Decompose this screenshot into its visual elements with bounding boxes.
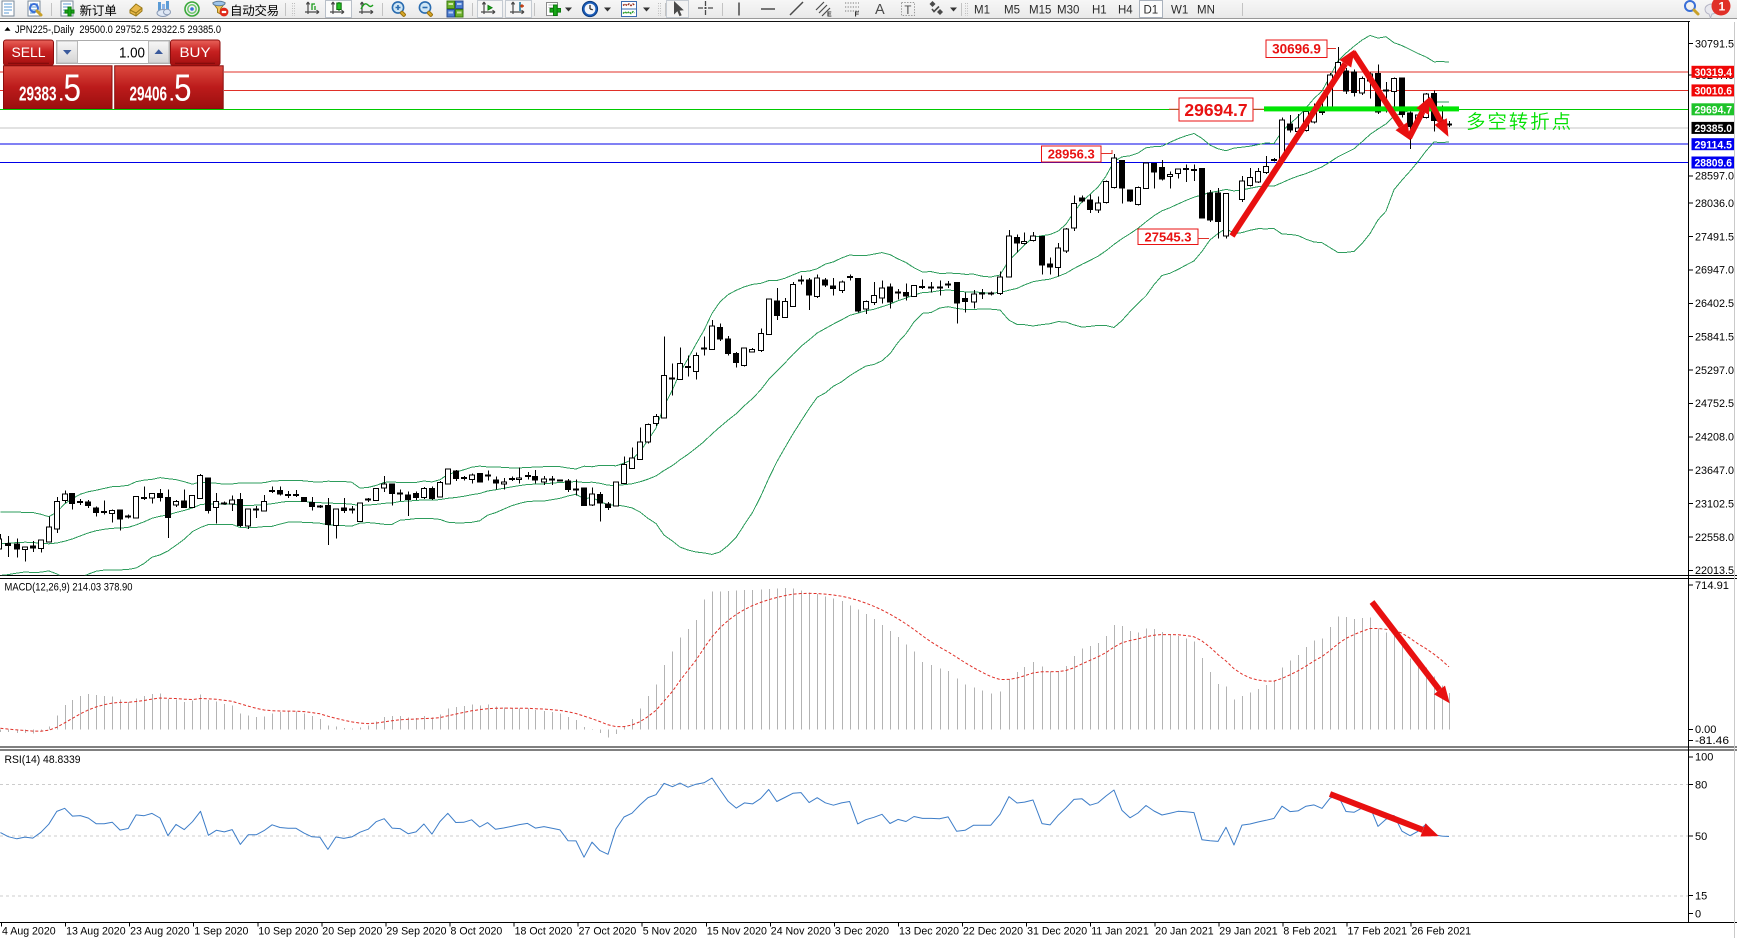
- svg-text:23 Aug 2020: 23 Aug 2020: [130, 926, 190, 938]
- svg-text:27491.5: 27491.5: [1695, 231, 1734, 243]
- svg-text:W1: W1: [1171, 5, 1188, 17]
- svg-text:26 Feb 2021: 26 Feb 2021: [1412, 926, 1472, 938]
- svg-text:27 Oct 2020: 27 Oct 2020: [579, 926, 637, 938]
- svg-text:1 Sep 2020: 1 Sep 2020: [194, 926, 248, 938]
- svg-text:10 Sep 2020: 10 Sep 2020: [258, 926, 318, 938]
- svg-text:13 Aug 2020: 13 Aug 2020: [66, 926, 126, 938]
- svg-text:5 Nov 2020: 5 Nov 2020: [643, 926, 697, 938]
- svg-text:29 Sep 2020: 29 Sep 2020: [386, 926, 446, 938]
- svg-text:80: 80: [1695, 779, 1707, 791]
- svg-text:31 Dec 2020: 31 Dec 2020: [1027, 926, 1087, 938]
- svg-text:26402.5: 26402.5: [1695, 298, 1734, 310]
- svg-text:22558.0: 22558.0: [1695, 532, 1734, 544]
- svg-text:28956.3: 28956.3: [1048, 147, 1095, 162]
- svg-text:-81.46: -81.46: [1695, 735, 1729, 747]
- svg-text:23647.0: 23647.0: [1695, 465, 1734, 477]
- svg-text:22 Dec 2020: 22 Dec 2020: [963, 926, 1023, 938]
- svg-text:23102.5: 23102.5: [1695, 498, 1734, 510]
- svg-text:T: T: [904, 5, 911, 17]
- svg-text:5: 5: [64, 67, 82, 109]
- svg-text:8 Feb 2021: 8 Feb 2021: [1283, 926, 1337, 938]
- svg-text:29694.7: 29694.7: [1184, 100, 1247, 120]
- svg-text:M5: M5: [1004, 5, 1020, 17]
- svg-text:1.00: 1.00: [119, 45, 145, 61]
- svg-text:100: 100: [1695, 752, 1713, 764]
- svg-text:13 Dec 2020: 13 Dec 2020: [899, 926, 959, 938]
- svg-text:30010.6: 30010.6: [1695, 86, 1733, 98]
- svg-text:15: 15: [1695, 890, 1707, 902]
- svg-text:M30: M30: [1057, 5, 1079, 17]
- svg-text:25297.0: 25297.0: [1695, 365, 1734, 377]
- svg-text:H4: H4: [1118, 5, 1133, 17]
- svg-text:26947.0: 26947.0: [1695, 265, 1734, 277]
- svg-text:SELL: SELL: [12, 45, 46, 60]
- svg-text:RSI(14) 48.8339: RSI(14) 48.8339: [5, 754, 81, 766]
- svg-text:8 Oct 2020: 8 Oct 2020: [451, 926, 503, 938]
- svg-text:E: E: [827, 12, 832, 19]
- svg-text:30319.4: 30319.4: [1695, 67, 1733, 79]
- svg-text:.: .: [170, 88, 174, 105]
- svg-text:D1: D1: [1144, 5, 1159, 17]
- svg-text:30791.5: 30791.5: [1695, 38, 1734, 50]
- svg-text:3 Dec 2020: 3 Dec 2020: [835, 926, 889, 938]
- svg-text:4 Aug 2020: 4 Aug 2020: [2, 926, 56, 938]
- svg-text:15 Nov 2020: 15 Nov 2020: [707, 926, 767, 938]
- svg-text:F: F: [855, 10, 860, 19]
- svg-text:28036.0: 28036.0: [1695, 198, 1734, 210]
- svg-text:28597.0: 28597.0: [1695, 171, 1734, 183]
- svg-text:JPN225-,Daily 29500.0 29752.5: JPN225-,Daily 29500.0 29752.5 29322.5 29…: [15, 24, 221, 36]
- svg-text:H1: H1: [1092, 5, 1107, 17]
- svg-text:0: 0: [1695, 908, 1701, 920]
- svg-text:17 Feb 2021: 17 Feb 2021: [1348, 926, 1408, 938]
- svg-text:50: 50: [1695, 831, 1707, 843]
- svg-text:5: 5: [174, 67, 192, 109]
- svg-text:714.91: 714.91: [1695, 580, 1729, 592]
- svg-text:24 Nov 2020: 24 Nov 2020: [771, 926, 831, 938]
- svg-text:18 Oct 2020: 18 Oct 2020: [515, 926, 573, 938]
- svg-text:29406: 29406: [130, 84, 168, 106]
- svg-text:MN: MN: [1197, 5, 1215, 17]
- svg-text:11 Jan 2021: 11 Jan 2021: [1091, 926, 1149, 938]
- svg-text:1: 1: [1719, 0, 1726, 14]
- svg-text:A: A: [875, 2, 885, 18]
- svg-text:0.00: 0.00: [1695, 724, 1716, 736]
- svg-text:M1: M1: [974, 5, 990, 17]
- svg-text:22013.5: 22013.5: [1695, 565, 1734, 577]
- svg-text:.: .: [59, 88, 63, 105]
- svg-text:29114.5: 29114.5: [1695, 139, 1733, 151]
- svg-text:24208.0: 24208.0: [1695, 432, 1734, 444]
- svg-text:27545.3: 27545.3: [1145, 229, 1192, 244]
- svg-text:20 Sep 2020: 20 Sep 2020: [322, 926, 382, 938]
- svg-text:M15: M15: [1029, 5, 1051, 17]
- svg-text:20 Jan 2021: 20 Jan 2021: [1155, 926, 1213, 938]
- svg-text:25841.5: 25841.5: [1695, 332, 1734, 344]
- svg-text:30696.9: 30696.9: [1272, 42, 1321, 57]
- svg-text:29385.0: 29385.0: [1695, 123, 1733, 135]
- svg-text:MACD(12,26,9) 214.03 378.90: MACD(12,26,9) 214.03 378.90: [5, 582, 133, 594]
- svg-text:29694.7: 29694.7: [1695, 105, 1733, 117]
- svg-text:29383: 29383: [19, 84, 57, 106]
- svg-text:BUY: BUY: [180, 45, 211, 60]
- svg-text:28809.6: 28809.6: [1695, 158, 1733, 170]
- svg-text:29 Jan 2021: 29 Jan 2021: [1219, 926, 1277, 938]
- svg-text:24752.5: 24752.5: [1695, 398, 1734, 410]
